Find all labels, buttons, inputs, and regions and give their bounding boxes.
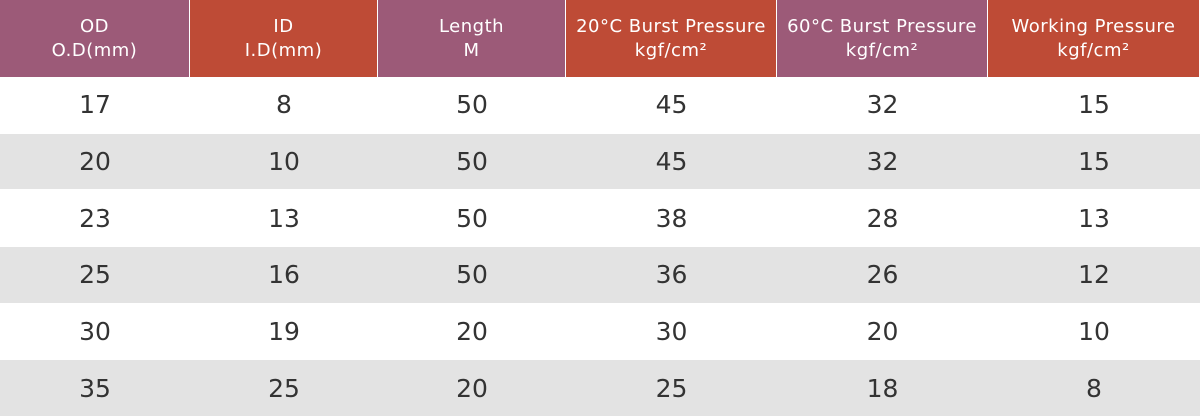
header-text: kgf/cm² (1057, 39, 1130, 61)
table-cell: 30 (566, 304, 777, 361)
table-cell: 13 (190, 190, 378, 247)
table-cell: 8 (190, 77, 378, 134)
table-cell: 25 (0, 246, 190, 304)
header-cell: 60°C Burst Pressure kgf/cm² (777, 0, 988, 77)
header-cell: OD O.D(mm) (0, 0, 190, 77)
table-cell: 45 (566, 77, 777, 134)
table-cell: 28 (777, 190, 988, 247)
table-cell: 19 (190, 304, 378, 361)
table-cell: 25 (566, 360, 777, 417)
table-cell: 18 (777, 360, 988, 417)
header-text: kgf/cm² (634, 39, 708, 61)
table-cell: 23 (0, 190, 190, 247)
header-text: kgf/cm² (845, 39, 919, 61)
table-cell: 50 (378, 133, 566, 191)
header-text: M (463, 39, 480, 61)
table-cell: 15 (988, 77, 1200, 134)
header-cell: ID I.D(mm) (190, 0, 378, 77)
header-text: Length (438, 15, 505, 37)
table-cell: 25 (190, 360, 378, 417)
table-cell: 30 (0, 304, 190, 361)
table-cell: 12 (988, 246, 1200, 304)
table-cell: 26 (777, 246, 988, 304)
table-cell: 36 (566, 246, 777, 304)
header-text: I.D(mm) (244, 39, 323, 61)
table-cell: 38 (566, 190, 777, 247)
table-cell: 32 (777, 133, 988, 191)
header-cell: Length M (378, 0, 566, 77)
header-text: OD (79, 15, 110, 37)
table-cell: 32 (777, 77, 988, 134)
header-text: 20°C Burst Pressure (576, 15, 766, 37)
table-cell: 20 (0, 133, 190, 191)
table-cell: 50 (378, 246, 566, 304)
header-text: 60°C Burst Pressure (787, 15, 977, 37)
header-text: ID (273, 15, 294, 37)
table-cell: 35 (0, 360, 190, 417)
header-cell: Working Pressure kgf/cm² (988, 0, 1200, 77)
table-cell: 45 (566, 133, 777, 191)
header-text: Working Pressure (1011, 15, 1176, 37)
table-cell: 8 (988, 360, 1200, 417)
header-cell: 20°C Burst Pressure kgf/cm² (566, 0, 777, 77)
table-cell: 50 (378, 190, 566, 247)
table-cell: 15 (988, 133, 1200, 191)
table-cell: 20 (378, 360, 566, 417)
table-cell: 10 (988, 304, 1200, 361)
table-cell: 20 (777, 304, 988, 361)
table-cell: 17 (0, 77, 190, 134)
table-cell: 50 (378, 77, 566, 134)
table-cell: 13 (988, 190, 1200, 247)
table-cell: 10 (190, 133, 378, 191)
header-text: O.D(mm) (51, 39, 138, 61)
table-cell: 16 (190, 246, 378, 304)
table-cell: 20 (378, 304, 566, 361)
